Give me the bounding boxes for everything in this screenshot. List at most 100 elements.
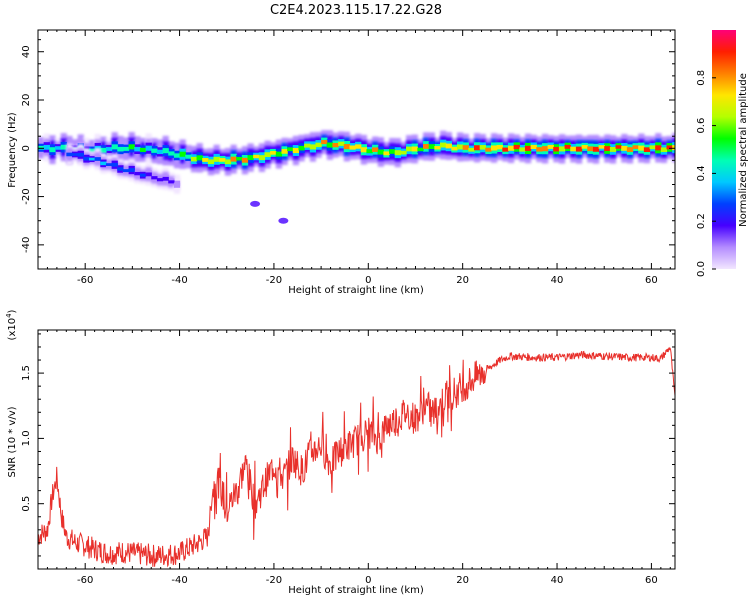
spectrogram-cell [400,150,407,155]
spectrogram-cell [100,161,107,166]
spectrogram-cell [570,146,577,152]
spectrogram-cell [151,176,158,180]
spectrogram-weak-spot [278,217,289,224]
snr-x-label: Height of straight line (km) [288,585,424,596]
spectrogram-cell [490,145,498,151]
spectrogram-cell [394,150,401,156]
spectrogram-cell [134,171,141,176]
spectrogram-cell [626,147,634,152]
spectrogram-y-tick-label: -40 [21,237,32,253]
spectrogram-cell [519,147,526,152]
snr-y-tick-label: 1.5 [21,365,32,381]
spectrogram-cell [117,146,124,152]
spectrogram-cell [638,145,645,151]
spectrogram-cell [100,147,107,153]
colorbar-ticks: 0.0 0.2 0.4 0.6 0.8 [696,70,716,277]
spectrogram-x-tick-label: 40 [551,275,564,286]
colorbar-tick-label: 0.0 [696,261,707,277]
spectrogram-cell [292,148,300,154]
spectrogram-cell [423,143,430,149]
spectrogram-cell [604,146,611,151]
spectrogram-cell [462,145,469,150]
spectrogram-cell [275,151,283,157]
figure-title: C2E4.2023.115.17.22.G28 [270,3,442,18]
spectrogram-cell [298,145,305,151]
spectrogram-cell [536,147,543,152]
snr-x-tick-label: 60 [645,575,658,586]
spectrogram-cell [321,140,328,145]
spectrogram-marks [38,130,675,224]
spectrogram-cell [111,144,118,150]
spectrogram-cell [553,146,560,152]
spectrogram-cell [672,145,675,151]
spectrogram-ticks: -60 -40 -20 0 20 40 60 -40 -20 0 20 40 [21,30,675,286]
spectrogram-x-tick-label: -60 [77,275,93,286]
spectrogram-cell [207,159,215,165]
spectrogram-panel: -60 -40 -20 0 20 40 60 -40 -20 0 20 40 Height of st… [7,29,676,296]
snr-background [38,330,675,569]
spectrogram-cell [230,156,237,162]
spectrogram-cell [122,169,130,173]
snr-x-tick-label: -20 [266,575,282,586]
spectrogram-cell [156,178,164,182]
spectrogram-x-tick-label: 60 [645,275,658,286]
spectrogram-cell [168,151,175,156]
spectrogram-cell [71,153,79,156]
spectrogram-cell [366,149,373,154]
spectrogram-cell [38,145,45,150]
spectrogram-cell [660,147,668,153]
spectrogram-cell [440,142,447,148]
colorbar-tick-label: 0.2 [696,213,707,229]
spectrogram-cell [162,148,169,154]
spectrogram-cell [445,143,452,149]
spectrogram-cell [162,176,169,181]
spectrogram-cell [468,147,475,152]
spectrogram-cell [355,144,362,149]
spectrogram-cell [202,158,209,162]
snr-frame [37,329,676,570]
spectrogram-cell [377,149,384,155]
spectrogram-cell [54,146,62,150]
spectrogram-cell [94,157,101,161]
colorbar-scale [712,30,736,269]
spectrogram-cell [247,155,254,161]
spectrogram-cell [258,155,266,161]
spectrogram-cell [128,168,135,172]
colorbar-label: Normalized spectral amplitude [738,73,749,227]
spectrogram-cell [145,172,152,177]
spectrogram-cell [513,144,520,150]
spectrogram-cell [360,147,368,153]
spectrogram-cell [389,149,396,154]
spectrogram-cell [304,143,311,148]
spectrogram-y-tick-label: 20 [21,94,32,107]
spectrogram-cell [615,145,622,149]
spectrogram-cell [88,157,96,161]
spectrogram-cell [598,145,605,149]
spectrogram-cell [213,156,220,162]
snr-scale-label: (x104) [5,309,18,340]
spectrogram-secondary-branch-layer [66,152,181,186]
spectrogram-cell [451,146,458,151]
colorbar-tick-label: 0.4 [696,165,707,181]
spectrogram-cell [287,147,294,152]
spectrogram-cell [332,142,339,148]
spectrogram-cell [524,145,532,151]
spectrogram-cell [43,144,50,150]
spectrogram-cell [105,163,113,167]
spectrogram-cell [60,144,67,150]
spectrogram-cell [270,151,277,155]
spectrogram-cell [315,142,322,148]
snr-x-tick-label: 20 [456,575,469,586]
spectrogram-cell [219,158,226,162]
colorbar-tick-label: 0.6 [696,118,707,134]
snr-x-tick-label: -60 [77,575,93,586]
spectrogram-cell [117,167,124,171]
spectrogram-secondary-branch [66,143,181,194]
spectrogram-cell [575,146,583,152]
spectrogram-cell [190,156,198,162]
snr-y-label: SNR (10 * v/v) [7,406,18,477]
spectrogram-cell [264,152,271,158]
spectrogram-cell [457,144,464,150]
spectrogram-cell [139,147,147,152]
spectrogram-cell [151,148,158,153]
